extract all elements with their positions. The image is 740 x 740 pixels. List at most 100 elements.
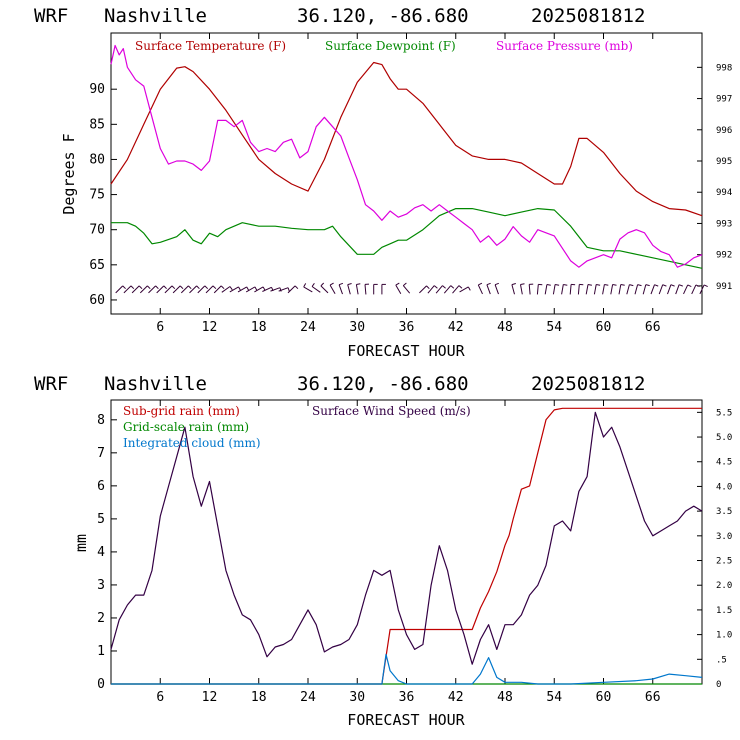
wind-barb [634, 284, 639, 295]
wind-barb [229, 286, 239, 293]
wind-barb [577, 284, 580, 295]
wind-barb [435, 285, 443, 294]
wind-barb [593, 284, 597, 295]
wind-barb [189, 285, 197, 294]
wind-barb [419, 285, 427, 294]
x-tick-label: 48 [497, 320, 513, 335]
header-model: WRF [34, 5, 68, 27]
wind-barb-flag [122, 285, 126, 290]
wind-barb-flag [520, 283, 525, 285]
header-station: Nashville [104, 373, 207, 395]
y2-tick-label: 993 [716, 219, 732, 229]
wind-barb [552, 284, 556, 295]
wind-barb [270, 287, 281, 292]
y-tick-label: 2 [97, 611, 105, 626]
wind-barb-flag [138, 285, 143, 290]
x-tick-label: 18 [251, 320, 267, 335]
y2-tick-label: 4.0 [716, 482, 732, 492]
wind-barb-flag [220, 285, 225, 290]
y-tick-label: 60 [89, 293, 105, 308]
y-tick-label: 5 [97, 512, 105, 527]
wind-barb [172, 285, 181, 294]
wind-barb [650, 284, 655, 295]
series-line-subgrid [111, 407, 702, 685]
wind-barb [459, 286, 469, 293]
wind-barb-flag [450, 285, 455, 289]
wind-barb [131, 285, 140, 294]
wind-barb-flag [687, 284, 692, 288]
legend-entry: Surface Pressure (mb) [496, 39, 633, 53]
legend-entry: Surface Wind Speed (m/s) [312, 404, 471, 418]
y2-tick-label: 3.5 [716, 507, 732, 517]
wind-barb-flag [604, 284, 609, 286]
x-tick-label: 36 [399, 320, 415, 335]
series-line-cloud [111, 653, 703, 685]
wind-barb-flag [596, 284, 601, 286]
wind-barb-flag [662, 284, 667, 287]
wind-barb-flag [433, 285, 438, 289]
x-tick-label: 42 [448, 320, 464, 335]
wind-barb [148, 285, 156, 294]
wind-barb-flag [294, 285, 299, 290]
plot-frame [110, 32, 703, 315]
panel2-ylabel: mm [72, 534, 90, 552]
x-tick-label: 12 [202, 690, 218, 705]
wind-barb-flag [426, 285, 430, 290]
y2-tick-label: 2.0 [716, 581, 732, 591]
wind-barb [443, 285, 452, 294]
wind-barb [667, 284, 672, 295]
series-line-temperature [110, 61, 703, 217]
x-tick-label: 18 [251, 690, 267, 705]
wind-barb-flag [494, 282, 499, 286]
x-tick-label: 54 [546, 690, 562, 705]
wind-barb [494, 284, 499, 295]
wind-barb [197, 285, 206, 294]
wind-barb-flag [238, 286, 241, 291]
wind-barb-flag [612, 284, 617, 286]
wind-barb-flag [670, 284, 675, 287]
y-tick-label: 0 [97, 677, 105, 692]
wind-barb-flag [458, 285, 463, 289]
wind-barb [164, 285, 173, 294]
x-tick-label: 66 [645, 690, 661, 705]
wind-barb [123, 285, 132, 294]
wind-barb-flag [204, 285, 209, 290]
y2-tick-label: .5 [716, 655, 727, 665]
wind-barb [364, 284, 367, 295]
wind-barb-flag [262, 286, 266, 291]
x-tick-label: 30 [349, 690, 365, 705]
wind-barb-flag [645, 284, 650, 287]
wind-barb [691, 284, 697, 295]
wind-barb-flag [703, 284, 708, 288]
x-tick-label: 30 [349, 320, 365, 335]
wind-barb-flag [130, 285, 135, 290]
y-tick-label: 7 [97, 446, 105, 461]
wind-barb [355, 284, 359, 295]
wind-barb [569, 284, 572, 295]
header-model: WRF [34, 373, 68, 395]
y2-tick-label: 992 [716, 251, 732, 261]
x-tick-label: 24 [300, 690, 316, 705]
x-tick-label: 6 [156, 320, 164, 335]
wind-barb [675, 284, 680, 295]
wind-barb [618, 284, 622, 295]
wind-barb-flag [486, 282, 491, 286]
wind-barb-flag [356, 283, 361, 285]
x-tick-label: 12 [202, 320, 218, 335]
wind-barb [115, 285, 124, 294]
legend-entry: Surface Temperature (F) [135, 39, 286, 53]
wind-barb-flag [279, 287, 282, 292]
wind-barb-flag [287, 287, 290, 292]
wind-barb-flag [229, 286, 233, 291]
y-tick-label: 4 [97, 545, 105, 560]
y-tick-label: 1 [97, 644, 105, 659]
wind-barb-flag [654, 284, 659, 287]
x-tick-label: 60 [596, 320, 612, 335]
wind-barb [139, 285, 148, 294]
y-tick-label: 65 [89, 258, 105, 273]
wind-barb-flag [155, 285, 159, 290]
y-tick-label: 90 [89, 82, 105, 97]
wind-barb-flag [311, 283, 315, 287]
wind-barb [602, 284, 605, 295]
x-tick-label: 66 [645, 320, 661, 335]
